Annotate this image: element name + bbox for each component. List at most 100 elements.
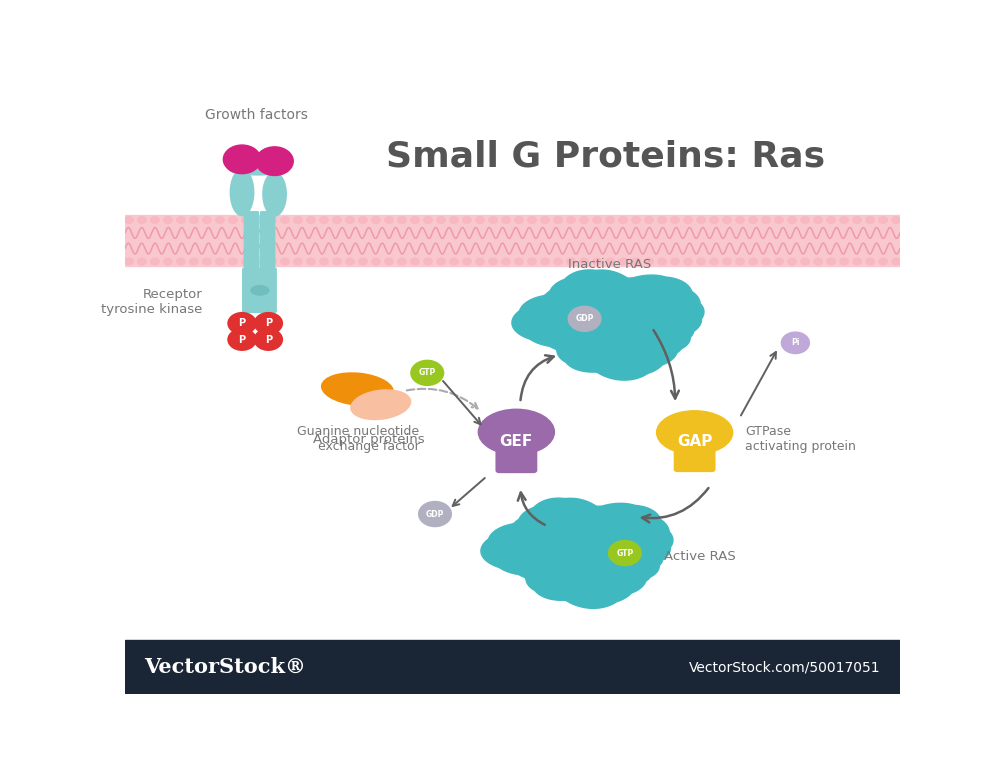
- Circle shape: [827, 217, 835, 223]
- Circle shape: [125, 258, 133, 264]
- Text: Adaptor proteins: Adaptor proteins: [313, 433, 425, 446]
- FancyBboxPatch shape: [258, 268, 277, 313]
- Circle shape: [346, 217, 354, 223]
- Text: Receptor
tyrosine kinase: Receptor tyrosine kinase: [101, 289, 202, 317]
- Circle shape: [385, 217, 393, 223]
- Circle shape: [762, 258, 770, 264]
- Circle shape: [255, 146, 294, 176]
- Circle shape: [463, 258, 471, 264]
- Circle shape: [398, 258, 406, 264]
- Circle shape: [801, 217, 809, 223]
- Circle shape: [749, 217, 757, 223]
- Circle shape: [242, 258, 250, 264]
- Circle shape: [437, 258, 445, 264]
- Circle shape: [840, 217, 848, 223]
- Circle shape: [190, 258, 198, 264]
- FancyBboxPatch shape: [242, 268, 261, 313]
- Circle shape: [203, 217, 211, 223]
- Circle shape: [684, 217, 692, 223]
- Text: Growth factors: Growth factors: [205, 108, 308, 122]
- Circle shape: [762, 217, 770, 223]
- Ellipse shape: [478, 409, 555, 456]
- Circle shape: [580, 258, 588, 264]
- Circle shape: [320, 258, 328, 264]
- Ellipse shape: [230, 168, 254, 216]
- Circle shape: [463, 217, 471, 223]
- Circle shape: [775, 258, 783, 264]
- Circle shape: [775, 217, 783, 223]
- Circle shape: [216, 217, 224, 223]
- Circle shape: [879, 258, 887, 264]
- FancyBboxPatch shape: [260, 211, 275, 271]
- FancyBboxPatch shape: [674, 428, 716, 472]
- Circle shape: [424, 217, 432, 223]
- Text: GDP: GDP: [426, 509, 444, 519]
- Circle shape: [281, 217, 289, 223]
- Circle shape: [307, 217, 315, 223]
- Polygon shape: [510, 514, 654, 597]
- Circle shape: [268, 217, 276, 223]
- Circle shape: [606, 217, 614, 223]
- Circle shape: [697, 217, 705, 223]
- Circle shape: [254, 312, 283, 335]
- Circle shape: [372, 258, 380, 264]
- Text: VectorStock.com/50017051: VectorStock.com/50017051: [689, 660, 881, 674]
- Circle shape: [294, 258, 302, 264]
- Text: VectorStock®: VectorStock®: [144, 658, 306, 677]
- Circle shape: [424, 258, 432, 264]
- Circle shape: [593, 217, 601, 223]
- Circle shape: [450, 258, 458, 264]
- Circle shape: [580, 217, 588, 223]
- Polygon shape: [481, 498, 673, 608]
- Text: Inactive RAS: Inactive RAS: [568, 257, 651, 271]
- Circle shape: [788, 217, 796, 223]
- Circle shape: [138, 258, 146, 264]
- Circle shape: [671, 258, 679, 264]
- Circle shape: [554, 217, 562, 223]
- Circle shape: [736, 217, 744, 223]
- Circle shape: [866, 258, 874, 264]
- Text: P: P: [238, 318, 246, 328]
- Circle shape: [814, 217, 822, 223]
- Circle shape: [528, 217, 536, 223]
- Circle shape: [866, 217, 874, 223]
- Circle shape: [411, 217, 419, 223]
- Circle shape: [164, 258, 172, 264]
- Ellipse shape: [262, 172, 287, 217]
- Circle shape: [801, 258, 809, 264]
- Circle shape: [528, 258, 536, 264]
- Circle shape: [645, 217, 653, 223]
- Text: GTPase
activating protein: GTPase activating protein: [745, 425, 856, 453]
- Circle shape: [307, 258, 315, 264]
- Circle shape: [840, 258, 848, 264]
- Circle shape: [385, 258, 393, 264]
- Ellipse shape: [350, 389, 411, 420]
- Circle shape: [242, 217, 250, 223]
- Circle shape: [749, 258, 757, 264]
- Text: Active RAS: Active RAS: [664, 550, 735, 562]
- Circle shape: [227, 312, 257, 335]
- Circle shape: [333, 217, 341, 223]
- Circle shape: [554, 258, 562, 264]
- Circle shape: [151, 258, 159, 264]
- Circle shape: [788, 258, 796, 264]
- Circle shape: [359, 258, 367, 264]
- Circle shape: [418, 501, 452, 527]
- Circle shape: [632, 217, 640, 223]
- Circle shape: [814, 258, 822, 264]
- Circle shape: [320, 217, 328, 223]
- Text: Small G Proteins: Ras: Small G Proteins: Ras: [386, 140, 825, 174]
- Circle shape: [489, 217, 497, 223]
- Ellipse shape: [229, 165, 287, 176]
- Circle shape: [619, 217, 627, 223]
- Text: Guanine nucleotide
exchange factor: Guanine nucleotide exchange factor: [297, 425, 420, 453]
- Circle shape: [372, 217, 380, 223]
- Text: Pi: Pi: [791, 339, 800, 347]
- Text: GTP: GTP: [616, 548, 634, 558]
- Ellipse shape: [321, 372, 394, 406]
- Circle shape: [632, 258, 640, 264]
- Circle shape: [606, 258, 614, 264]
- FancyBboxPatch shape: [495, 427, 537, 473]
- Circle shape: [333, 258, 341, 264]
- Circle shape: [177, 217, 185, 223]
